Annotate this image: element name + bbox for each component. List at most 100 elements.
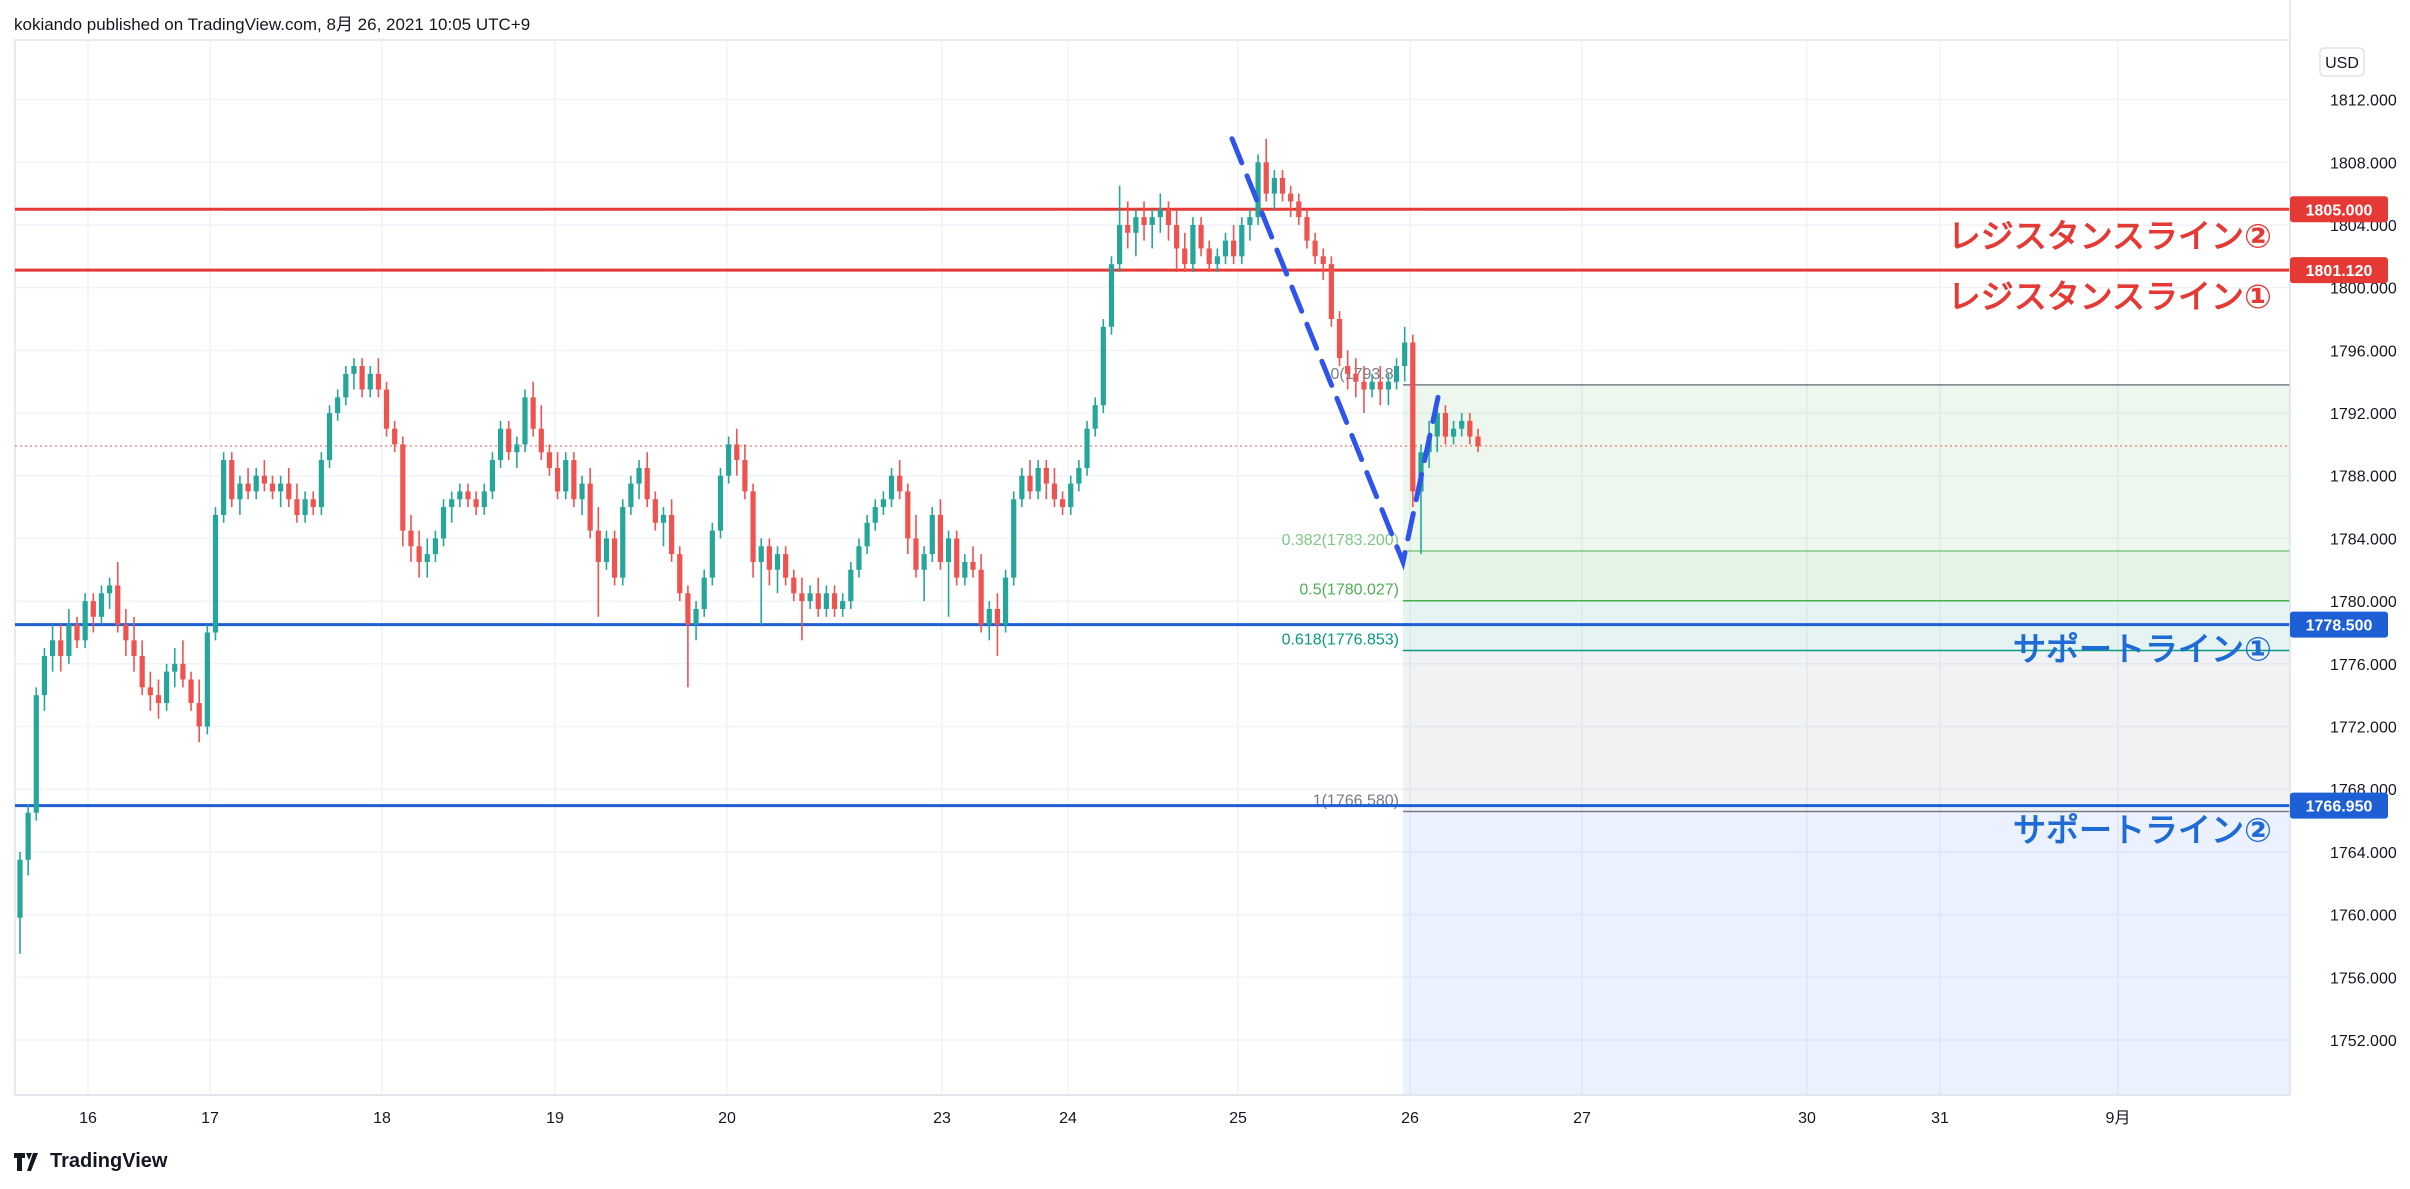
candle-body [1100, 326, 1106, 406]
candle-body [1059, 499, 1066, 508]
currency-label: USD [2325, 55, 2359, 72]
trend-swing-line[interactable] [1229, 136, 1441, 571]
candle-body [709, 530, 715, 578]
candle [1100, 318, 1106, 414]
support-1-price-badge [2290, 611, 2388, 638]
candle [1442, 405, 1449, 445]
support-2-price-badge [2290, 792, 2388, 819]
candle-body [432, 538, 439, 555]
candle [1353, 358, 1359, 398]
candle-body [970, 561, 976, 570]
candle-body [245, 483, 251, 492]
candle-body [302, 499, 308, 515]
time-axis[interactable]: 16 17 18 19 20 23 24 25 26 27 30 31 9月 [15, 1094, 2290, 1127]
candle [408, 514, 414, 562]
candle-body [1149, 217, 1155, 225]
candle [1027, 460, 1033, 500]
candle [880, 491, 886, 515]
time-tick-label: 19 [546, 1110, 564, 1127]
fib-zone [1403, 384, 2290, 551]
resistance-2-price-badge-label: 1805.000 [2306, 202, 2373, 219]
candle-body [587, 483, 593, 531]
price-tick-label: 1788.000 [2330, 469, 2397, 486]
candlestick-series [17, 138, 1481, 954]
candle-body [310, 499, 316, 508]
candle [106, 577, 113, 609]
candle-body [237, 483, 243, 500]
candle [506, 420, 512, 461]
candle [791, 569, 797, 602]
candle-body [612, 538, 618, 578]
fibonacci-retracement[interactable]: 0(1793.8)0.382(1783.200)0.5(1780.027)0.6… [15, 366, 2290, 813]
candle [1320, 248, 1326, 280]
grid [14, 39, 2291, 1096]
candle [563, 452, 569, 500]
trend-lines[interactable] [1229, 136, 1441, 571]
candle-body [359, 366, 365, 390]
candle [1450, 420, 1457, 445]
candle [98, 585, 105, 625]
chart-header: kokiando published on TradingView.com, 8… [14, 15, 531, 34]
candle-body [701, 577, 707, 609]
candle-body [375, 373, 381, 390]
candle-body [1418, 452, 1424, 492]
candle-body [1288, 193, 1294, 202]
candle [212, 507, 219, 641]
candle [1002, 569, 1009, 633]
fib-level-label: 0.382(1783.200) [1282, 532, 1399, 549]
fib-zone [1403, 650, 2290, 812]
candle-body [180, 663, 186, 680]
candle-body [33, 695, 39, 813]
candle [840, 593, 846, 617]
candle [90, 593, 96, 633]
candle-body [212, 514, 219, 633]
candle-body [937, 514, 944, 562]
candle-body [82, 601, 88, 641]
candle [123, 608, 129, 656]
candle-body [563, 460, 569, 492]
candle [375, 358, 381, 398]
candle-body [261, 475, 267, 484]
candle-body [717, 475, 724, 531]
candle-body [1068, 483, 1074, 508]
candle-body [962, 561, 968, 578]
candle [351, 358, 357, 390]
candle-body [538, 428, 544, 453]
candle-body [1076, 467, 1082, 484]
candle [628, 475, 634, 515]
candle-body [1385, 381, 1392, 390]
candle [831, 585, 838, 617]
candle [1019, 467, 1025, 508]
candle [131, 616, 137, 672]
candle [237, 475, 243, 515]
candle [424, 538, 430, 578]
candle [74, 616, 80, 649]
support-2-price-badge-label: 1766.950 [2306, 799, 2373, 816]
time-tick-label: 26 [1401, 1110, 1419, 1127]
candle-body [1410, 342, 1416, 492]
candle-body [1117, 224, 1123, 265]
price-axis-bg [2290, 0, 2410, 1095]
candle [1125, 201, 1131, 249]
candle [1467, 413, 1473, 445]
candle-body [530, 397, 536, 429]
candle [1271, 170, 1277, 210]
candle [139, 640, 145, 696]
time-tick-label: 9月 [2106, 1110, 2131, 1127]
candle-body [571, 460, 577, 500]
candle [497, 420, 504, 468]
candle [554, 452, 561, 500]
candle [1296, 193, 1302, 225]
price-axis[interactable]: 1752.0001756.0001760.0001764.0001768.000… [2289, 0, 2410, 1095]
candle-body [546, 452, 553, 468]
time-tick-label: 17 [201, 1110, 219, 1127]
candle [1222, 232, 1229, 265]
candle-body [1051, 483, 1058, 500]
candle [701, 569, 707, 617]
candle-body [1312, 240, 1318, 257]
footer[interactable]: TradingView [14, 1150, 167, 1173]
candle-body [473, 499, 479, 508]
candle-body [1019, 475, 1025, 500]
currency-badge[interactable] [2319, 47, 2365, 77]
